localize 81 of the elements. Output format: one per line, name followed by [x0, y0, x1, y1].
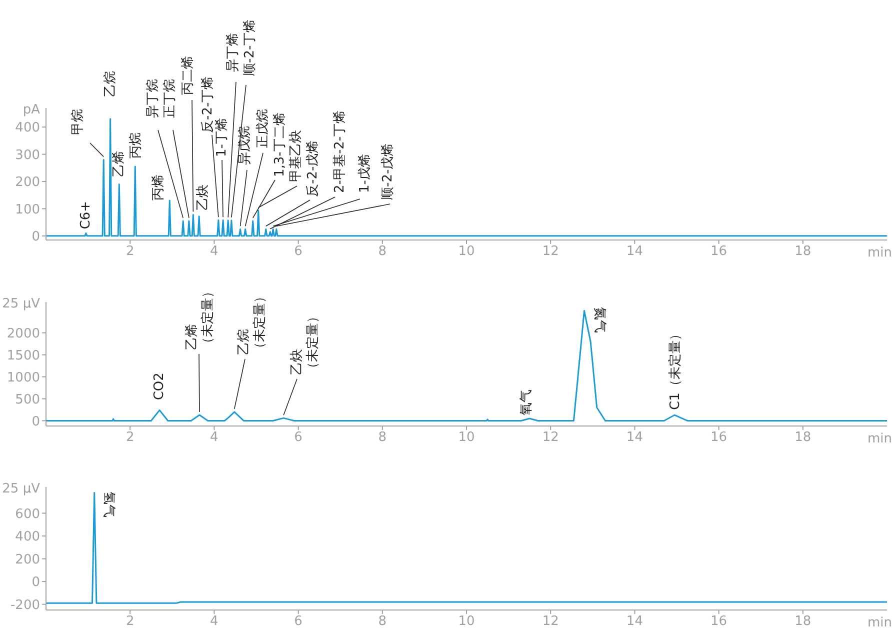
y-tick-label: 1500 [6, 348, 40, 364]
annotation: 乙烷 [102, 70, 118, 97]
x-axis-title: min [867, 432, 892, 446]
annotation: 氢气 [100, 492, 116, 518]
annotation: 1-戊烯 [358, 154, 372, 193]
x-tick-label: 10 [458, 244, 475, 260]
x-tick-label: 6 [294, 430, 302, 446]
x-tick-label: 14 [626, 430, 643, 446]
annotation: 氧气 [519, 390, 534, 416]
x-tick-label: 18 [794, 430, 812, 446]
x-tick-label: 14 [626, 614, 643, 628]
annotation: 正丁烷 [162, 79, 178, 118]
y-axis-title: 25 μV [2, 296, 40, 312]
y-axis-title: pA [22, 102, 40, 118]
annotation: 顺-2-戊烯 [380, 143, 396, 200]
x-tick-label: 12 [542, 614, 559, 628]
x-tick-label: 8 [378, 430, 387, 446]
x-tick-label: 10 [458, 430, 475, 446]
annotation: 丙二烯 [180, 56, 196, 95]
annotation: 1-丁烯 [214, 118, 230, 157]
x-tick-label: 16 [710, 430, 728, 446]
y-tick-label: 500 [15, 392, 40, 408]
y-tick-label: 0 [32, 230, 40, 245]
y-tick-label: 400 [15, 530, 40, 545]
y-tick-label: 0 [32, 575, 40, 590]
x-tick-label: 16 [710, 244, 728, 260]
annotation: （未定量） [252, 290, 268, 355]
x-tick-label: 2 [126, 430, 134, 446]
x-tick-label: 2 [126, 244, 134, 260]
y-tick-label: 400 [15, 120, 40, 136]
y-tick-label: 200 [15, 552, 40, 568]
y-tick-label: 300 [15, 148, 40, 163]
annotation: 顺-2-丁烯 [242, 19, 258, 76]
annotation: 异戊烷 [238, 126, 252, 165]
x-tick-label: 6 [294, 614, 302, 628]
annotation: 反-2-丁烯 [200, 76, 216, 133]
annotation: 乙烷 [236, 329, 252, 355]
annotation: 丙烯 [151, 174, 166, 201]
y-tick-label: 100 [15, 202, 40, 218]
annotation: （未定量） [306, 310, 320, 375]
x-tick-label: 12 [542, 430, 559, 446]
annotation: 甲基乙炔 [288, 130, 304, 182]
x-tick-label: 18 [794, 614, 812, 628]
x-axis-title: min [867, 246, 892, 260]
x-tick-label: 8 [378, 244, 387, 260]
annotation: 正戊烷 [256, 109, 270, 148]
annotation: 异丁烯 [226, 33, 240, 72]
annotation: 甲烷 [70, 109, 86, 135]
x-tick-label: 8 [378, 614, 387, 628]
annotation: 2-甲基-2-丁烯 [332, 110, 348, 193]
annotation: C6+ [78, 200, 94, 230]
annotation: 乙烯 [112, 151, 127, 178]
annotation: 1,3-丁二烯 [272, 112, 288, 177]
y-tick-label: 600 [15, 506, 40, 522]
annotation: 反-2-戊烯 [306, 140, 320, 197]
annotation: 乙炔 [196, 184, 211, 210]
x-tick-label: 4 [210, 614, 218, 628]
y-tick-label: 2000 [6, 326, 40, 342]
x-tick-label: 6 [294, 244, 302, 260]
y-axis-title: 25 μV [2, 482, 40, 496]
x-tick-label: 18 [794, 244, 812, 260]
annotation: （未定量） [200, 285, 216, 350]
y-tick-label: -200 [10, 598, 40, 613]
annotation: 乙烯 [184, 324, 200, 350]
y-tick-label: 0 [32, 414, 40, 430]
annotation: 氮气 [592, 306, 607, 333]
annotation: 乙炔 [290, 349, 304, 375]
x-tick-label: 2 [126, 614, 134, 628]
x-tick-label: 4 [210, 244, 218, 260]
x-tick-label: 14 [626, 244, 643, 260]
annotation: C1（未定量） [668, 328, 684, 410]
x-tick-label: 10 [458, 614, 475, 628]
annotation: 丙烷 [128, 132, 144, 159]
y-tick-label: 1000 [6, 370, 40, 386]
x-tick-label: 4 [210, 430, 218, 446]
annotation: CO2 [152, 372, 168, 400]
y-tick-label: 200 [15, 175, 40, 190]
x-tick-label: 16 [710, 614, 728, 628]
x-tick-label: 12 [542, 244, 559, 260]
annotation: 异丁烷 [146, 79, 160, 118]
x-axis-title: min [867, 616, 892, 628]
